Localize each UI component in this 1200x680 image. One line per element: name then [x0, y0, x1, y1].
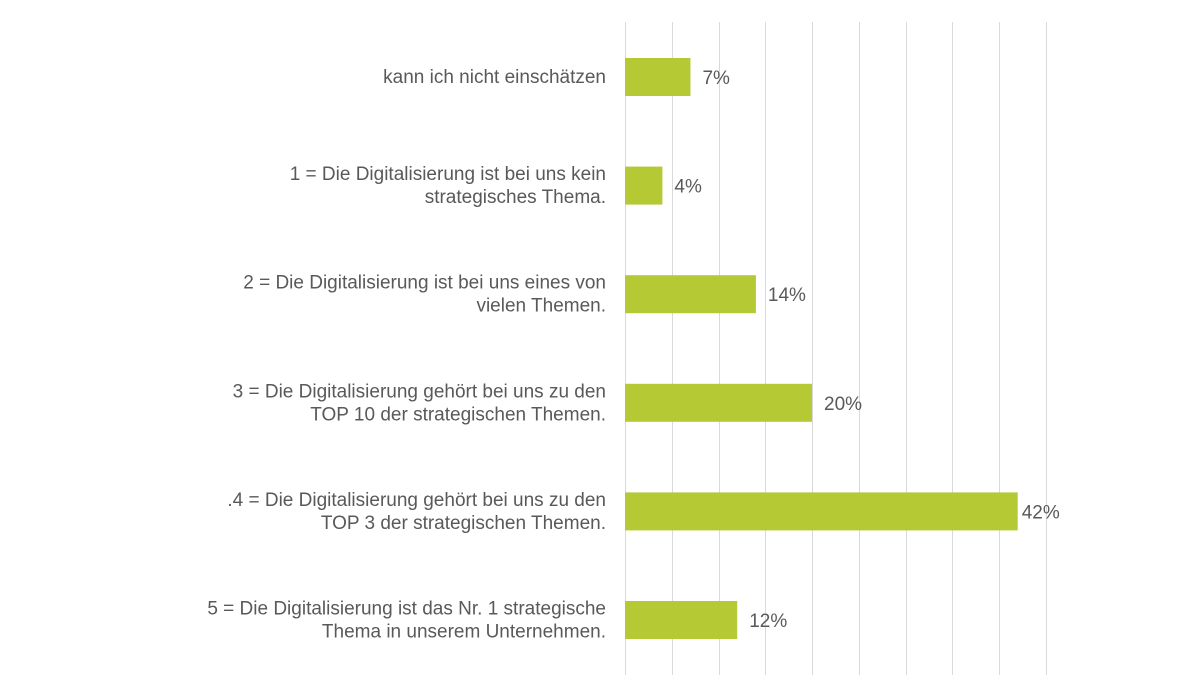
bar-2	[625, 275, 756, 314]
category-label-3: 3 = Die Digitalisierung gehört bei uns z…	[233, 381, 606, 425]
category-label-2-line-1: vielen Themen.	[476, 296, 606, 317]
value-label-4: 42%	[1022, 502, 1060, 523]
category-label-4: .4 = Die Digitalisierung gehört bei uns …	[227, 490, 606, 534]
category-label-1: 1 = Die Digitalisierung ist bei uns kein…	[290, 164, 606, 208]
category-labels: kann ich nicht einschätzen 1 = Die Digita…	[207, 67, 606, 643]
bars	[625, 58, 1018, 639]
value-label-5: 12%	[749, 611, 787, 632]
bar-4	[625, 492, 1018, 531]
value-label-3: 20%	[824, 394, 862, 415]
category-label-4-line-0: .4 = Die Digitalisierung gehört bei uns …	[227, 490, 606, 511]
category-label-0: kann ich nicht einschätzen	[383, 67, 606, 88]
category-label-3-line-1: TOP 10 der strategischen Themen.	[310, 404, 606, 425]
category-label-4-line-1: TOP 3 der strategischen Themen.	[321, 513, 606, 534]
bar-1	[625, 166, 663, 205]
category-label-2-line-0: 2 = Die Digitalisierung ist bei uns eine…	[243, 273, 606, 294]
bar-0	[625, 58, 691, 96]
value-label-1: 4%	[674, 177, 702, 198]
category-label-3-line-0: 3 = Die Digitalisierung gehört bei uns z…	[233, 381, 606, 402]
value-labels: 7% 4% 14% 20% 42% 12%	[674, 68, 1059, 632]
bar-5	[625, 601, 738, 639]
bar-3	[625, 383, 812, 422]
category-label-2: 2 = Die Digitalisierung ist bei uns eine…	[243, 273, 606, 317]
category-label-5: 5 = Die Digitalisierung ist das Nr. 1 st…	[207, 599, 606, 643]
gridlines	[625, 22, 1047, 675]
category-label-0-line-0: kann ich nicht einschätzen	[383, 67, 606, 88]
category-label-1-line-0: 1 = Die Digitalisierung ist bei uns kein	[290, 164, 606, 185]
value-label-2: 14%	[768, 285, 806, 306]
category-label-5-line-0: 5 = Die Digitalisierung ist das Nr. 1 st…	[207, 599, 606, 620]
category-label-1-line-1: strategisches Thema.	[425, 187, 606, 208]
value-label-0: 7%	[702, 68, 730, 89]
category-label-5-line-1: Thema in unserem Unternehmen.	[322, 622, 606, 643]
